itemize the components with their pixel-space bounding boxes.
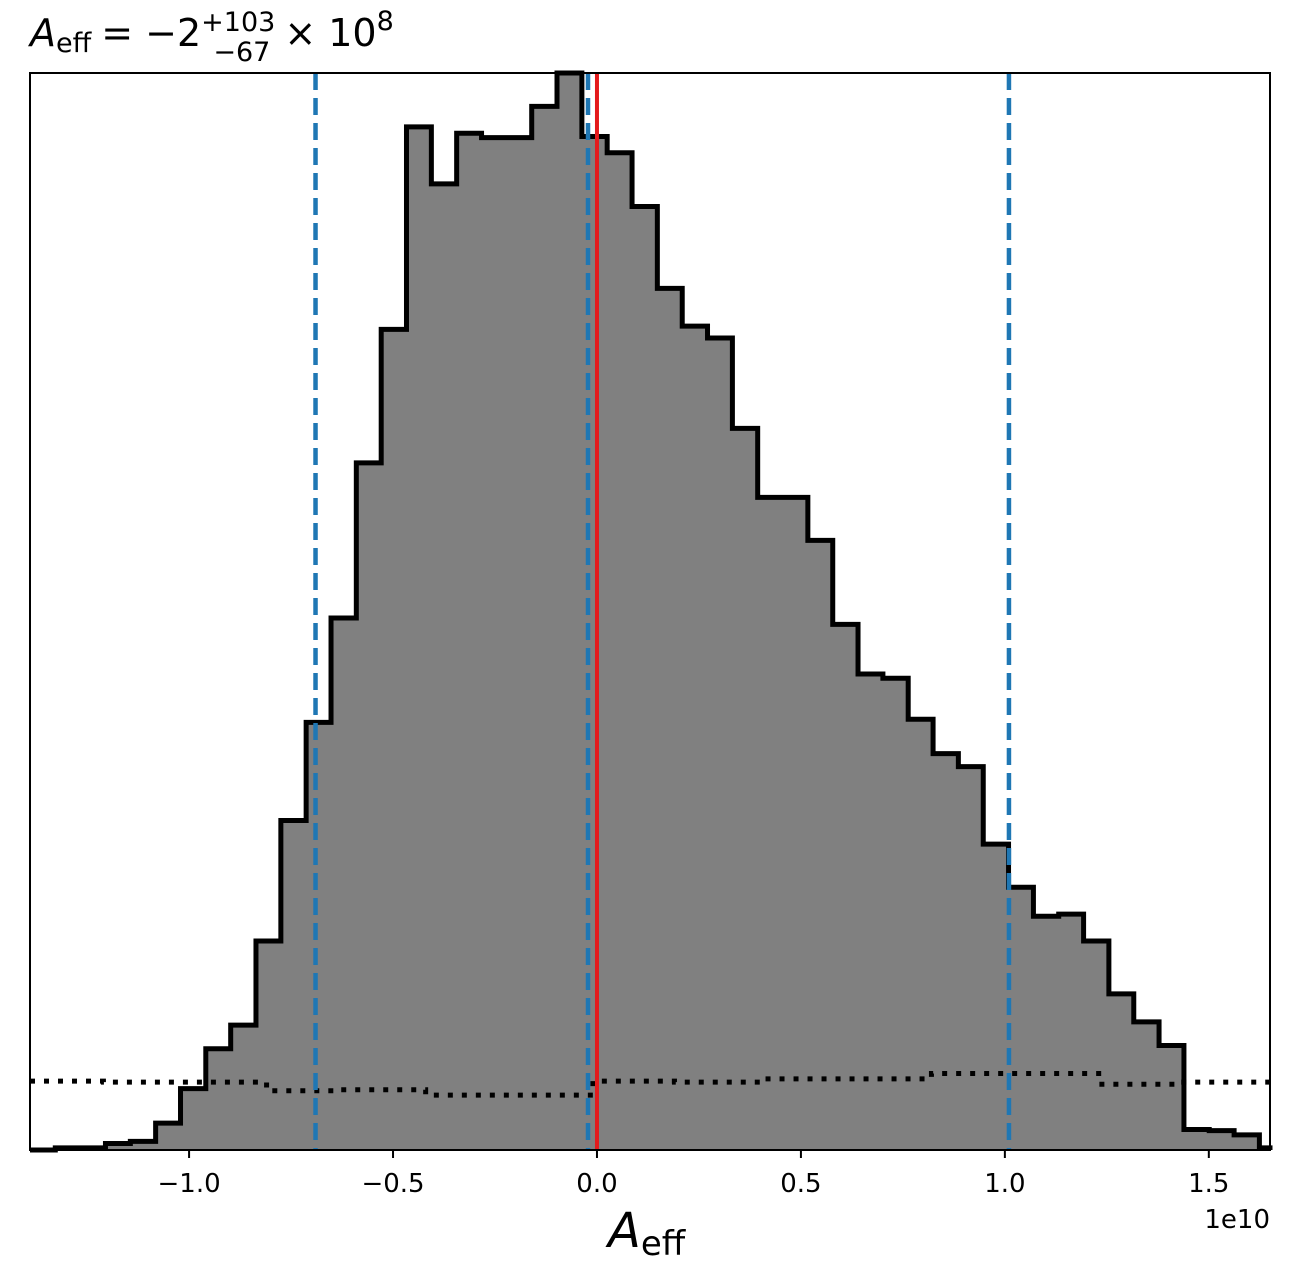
histogram-bar: [908, 719, 934, 1150]
histogram-bar: [155, 1123, 182, 1150]
histogram-bar: [280, 820, 307, 1150]
title-exponent: 8: [377, 6, 394, 37]
histogram-bar: [381, 329, 407, 1150]
title-subscript: eff: [56, 28, 93, 59]
histogram-bar: [858, 673, 884, 1150]
title-symbol: A: [27, 11, 56, 55]
xlabel-symbol: A: [605, 1203, 641, 1259]
x-axis-label: Aeff: [605, 1203, 687, 1264]
title-upper: +103: [201, 7, 275, 38]
histogram-bar: [807, 540, 834, 1150]
histogram-bar: [306, 722, 332, 1150]
histogram-bar: [983, 844, 1010, 1150]
x-axis-ticks: −1.0 −0.5 0.0 0.5 1.0 1.5: [158, 1150, 1229, 1199]
histogram-bar: [1083, 941, 1110, 1150]
histogram-bar: [682, 326, 709, 1151]
histogram-bar: [130, 1141, 157, 1150]
histogram-bar: [782, 497, 809, 1150]
histogram-bar: [958, 766, 984, 1150]
xlabel-subscript: eff: [641, 1224, 687, 1264]
histogram-bar: [531, 106, 558, 1151]
histogram-bar: [607, 152, 633, 1150]
histogram-bar: [406, 126, 432, 1151]
histogram-bar: [356, 462, 382, 1150]
histogram-bar: [456, 133, 483, 1150]
histogram-bar: [255, 941, 282, 1150]
x-tick-label: −1.0: [158, 1169, 221, 1199]
histogram-bar: [1159, 1045, 1185, 1150]
histogram-bar: [1133, 1021, 1160, 1150]
histogram-bar: [707, 337, 733, 1150]
histogram-bar: [1058, 914, 1085, 1150]
histogram-bar: [557, 73, 583, 1150]
histogram-bar: [632, 206, 658, 1151]
title-multiplier: × 10: [284, 11, 376, 55]
histogram-bar: [1183, 1129, 1210, 1150]
histogram-bar: [757, 497, 784, 1150]
offset-label: 1e10: [1204, 1205, 1270, 1235]
histogram-outline: [30, 70, 1273, 1153]
histogram-bar: [1234, 1134, 1260, 1150]
histogram-bar: [331, 617, 357, 1150]
chart-marks: [30, 70, 1273, 1153]
histogram-bar: [1008, 887, 1034, 1150]
histogram-bar: [180, 1088, 207, 1150]
title-relation: = −2: [101, 11, 201, 55]
x-tick-label: −0.5: [361, 1169, 424, 1199]
histogram-bar: [732, 428, 759, 1150]
histogram-bar: [882, 678, 909, 1150]
x-tick-label: 1.5: [1188, 1169, 1229, 1199]
x-tick-label: 0.5: [780, 1169, 821, 1199]
histogram-bar: [1108, 993, 1135, 1150]
histogram-bar: [506, 137, 533, 1150]
histogram-bar: [105, 1143, 131, 1150]
prior-line: [30, 1071, 1270, 1098]
histogram-bar: [933, 753, 959, 1150]
histogram-bar: [481, 137, 508, 1150]
title-lower: −67: [213, 37, 270, 68]
histogram-bar: [657, 288, 683, 1150]
axes-frame: [29, 72, 1271, 1151]
histogram-bar: [1033, 916, 1060, 1150]
histogram-bar: [431, 183, 458, 1150]
histogram-bar: [230, 1025, 257, 1150]
x-tick-label: 0.0: [576, 1169, 617, 1199]
histogram-bar: [832, 624, 859, 1150]
histogram-bar: [1209, 1130, 1235, 1150]
chart-title: Aeff = −2+103 −67 × 108: [27, 6, 394, 68]
histogram-bar: [205, 1048, 232, 1150]
x-tick-label: 1.0: [984, 1169, 1025, 1199]
